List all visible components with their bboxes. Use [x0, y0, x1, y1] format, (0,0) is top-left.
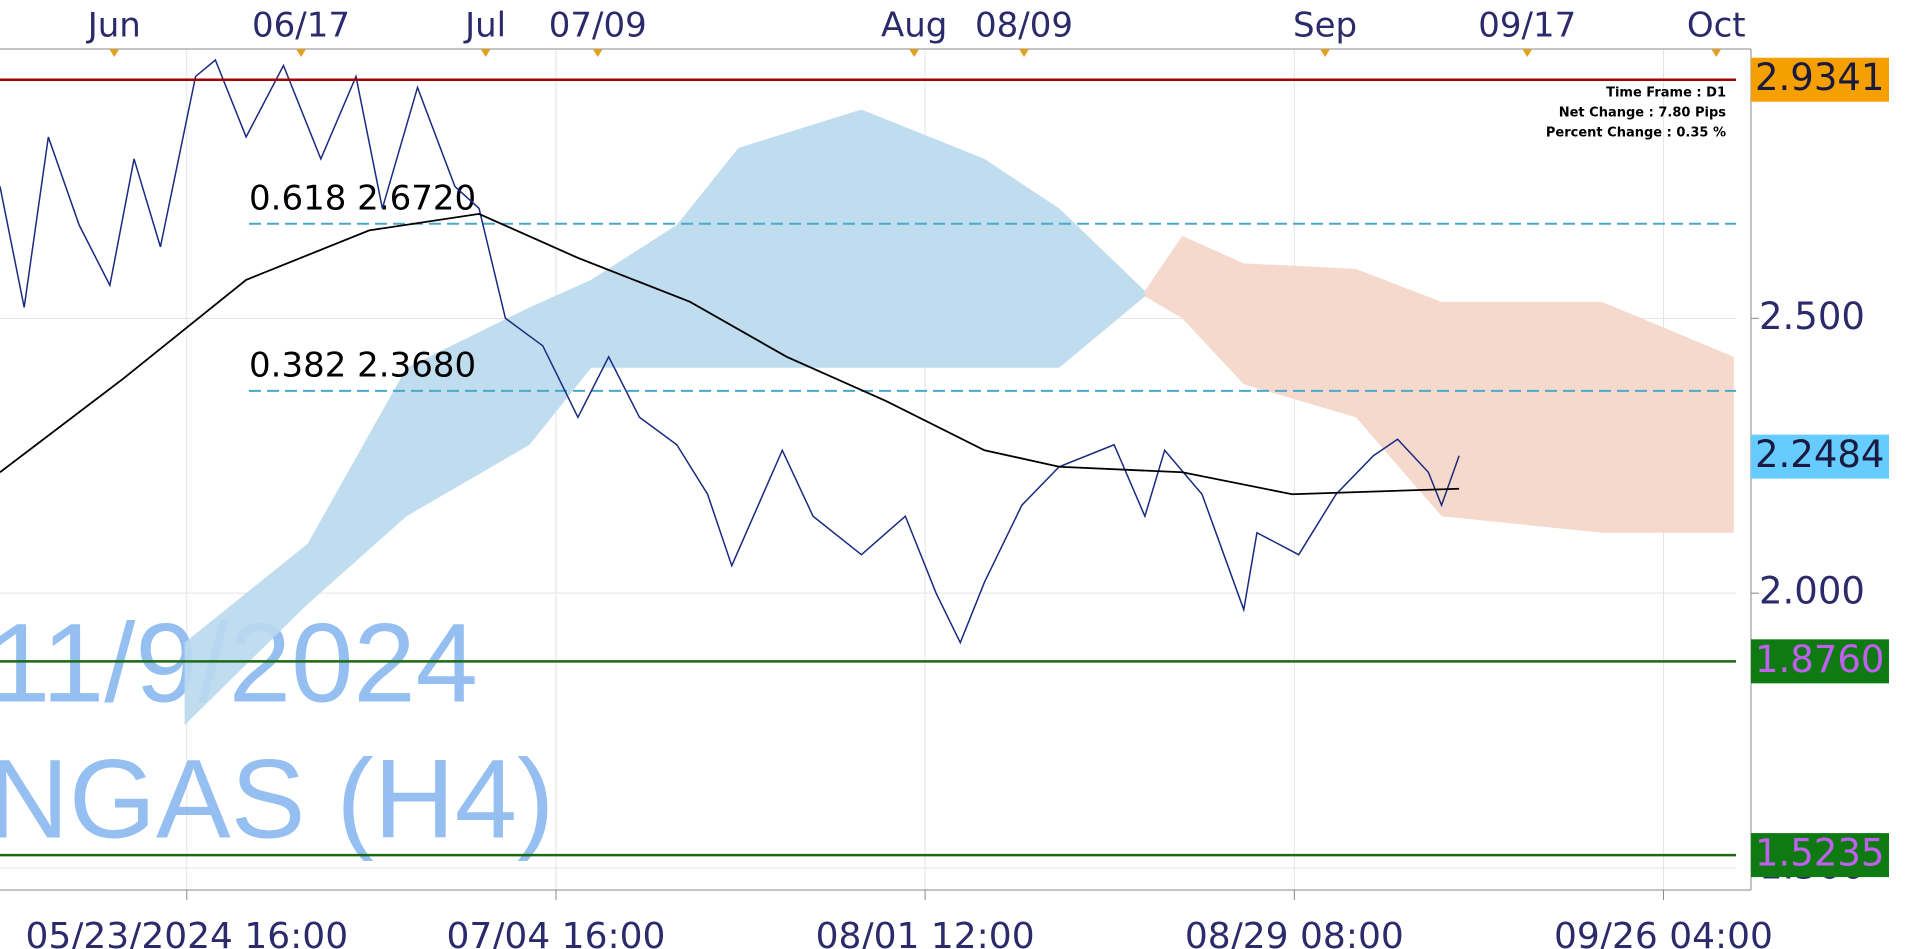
x2-tick [480, 49, 491, 57]
x2-tick-label: Sep [1293, 6, 1357, 46]
x2-tick-label: 08/09 [975, 6, 1073, 46]
x2-tick-label: Oct [1687, 6, 1746, 46]
x2-tick-label: Aug [881, 6, 947, 46]
x2-tick-label: 06/17 [252, 6, 350, 46]
y-tick-label: 2.500 [1759, 295, 1865, 338]
price-tag-label: 2.9341 [1755, 56, 1884, 99]
price-line [0, 212, 1460, 496]
x2-tick [909, 49, 920, 57]
x-tick-label: 07/04 16:00 [446, 916, 665, 949]
price-tag-label: 1.5235 [1755, 832, 1884, 875]
info-text: Time Frame : D1 [1606, 86, 1726, 101]
x-tick-label: 08/29 08:00 [1185, 916, 1404, 949]
cloud [184, 109, 1145, 726]
price-tag-label: 1.8760 [1755, 638, 1884, 681]
x-tick-label: 05/23/2024 16:00 [25, 916, 348, 949]
x2-tick-label: Jul [463, 6, 506, 46]
price-tag [1751, 57, 1889, 102]
x-tick-label: 09/26 04:00 [1554, 916, 1773, 949]
price-tag [1751, 639, 1889, 684]
x2-tick [1320, 49, 1331, 57]
x2-tick-label: 07/09 [549, 6, 647, 46]
x2-tick [109, 49, 120, 57]
price-line [0, 58, 1460, 645]
info-text: Percent Change : 0.35 % [1546, 126, 1726, 141]
x2-tick-label: Jun [86, 6, 141, 46]
cloud [1144, 235, 1734, 533]
y-tick-label: 2.000 [1759, 570, 1865, 613]
x2-tick [1019, 49, 1030, 57]
info-text: Net Change : 7.80 Pips [1559, 106, 1727, 121]
fib-label: 0.382 2.3680 [249, 345, 476, 385]
x2-tick [296, 49, 307, 57]
x-tick-label: 08/01 12:00 [816, 916, 1035, 949]
x2-tick-label: 09/17 [1478, 6, 1576, 46]
price-tag [1751, 434, 1889, 479]
x2-tick [1522, 49, 1533, 57]
x2-tick [1711, 49, 1722, 57]
x2-tick [592, 49, 603, 57]
watermark: NGAS (H4) [0, 737, 554, 862]
price-tag [1751, 833, 1889, 878]
price-tag-label: 2.2484 [1755, 433, 1884, 476]
fib-label: 0.618 2.6720 [249, 178, 476, 218]
